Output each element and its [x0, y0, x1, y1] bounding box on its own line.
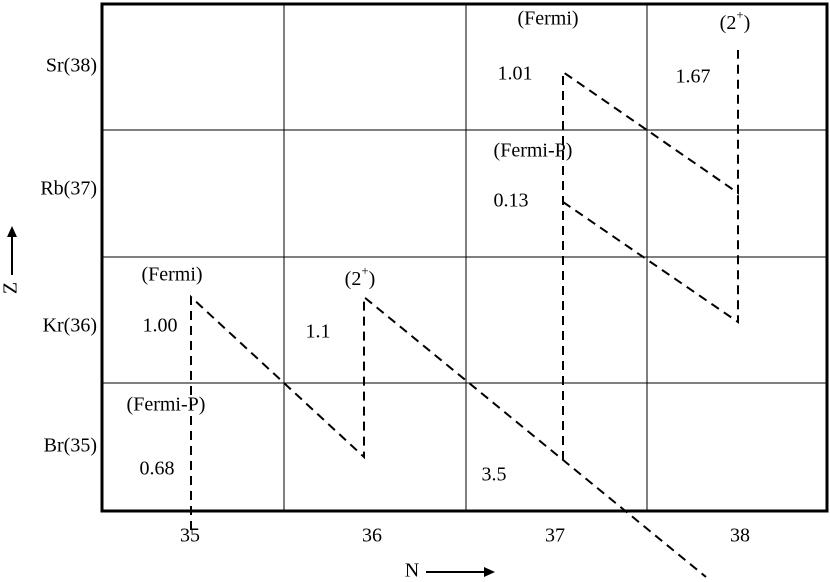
annotation-value: 0.13	[494, 190, 529, 212]
annotation-value: 1.00	[143, 315, 178, 337]
row-label: Kr(36)	[43, 315, 97, 337]
annotation-label: (2+)	[720, 7, 751, 34]
label-part: )	[744, 12, 751, 34]
row-label: Sr(38)	[46, 55, 97, 77]
axis-arrowhead	[484, 567, 495, 577]
grid	[102, 4, 827, 511]
x-axis-label: N	[405, 560, 419, 582]
decay-path	[562, 50, 739, 460]
annotation-label: (Fermi-P)	[494, 140, 573, 162]
axis-arrowhead	[7, 226, 17, 237]
annotation-value: 3.5	[482, 464, 507, 486]
row-label: Br(35)	[44, 435, 97, 457]
annotation-value: 1.01	[498, 63, 533, 85]
label-part: (2	[345, 268, 362, 290]
column-label: 36	[362, 525, 382, 547]
column-label: 37	[545, 525, 565, 547]
row-label: Rb(37)	[40, 178, 97, 200]
annotation-value: 0.68	[140, 458, 175, 480]
column-label: 35	[180, 525, 200, 547]
annotation-label: (Fermi)	[141, 264, 202, 286]
annotation-value: 1.67	[676, 66, 711, 88]
y-axis-label: Z	[0, 282, 22, 294]
decay-path	[190, 294, 707, 578]
annotation-label: (Fermi)	[517, 8, 578, 30]
annotation-label: (2+)	[345, 263, 376, 290]
annotation-value: 1.1	[306, 321, 331, 343]
annotation-label: (Fermi-P)	[127, 394, 206, 416]
column-label: 38	[730, 525, 750, 547]
label-superscript: +	[361, 263, 368, 278]
label-part: (2	[720, 12, 737, 34]
label-part: )	[369, 268, 376, 290]
decay-path	[562, 193, 739, 324]
label-superscript: +	[736, 7, 743, 22]
